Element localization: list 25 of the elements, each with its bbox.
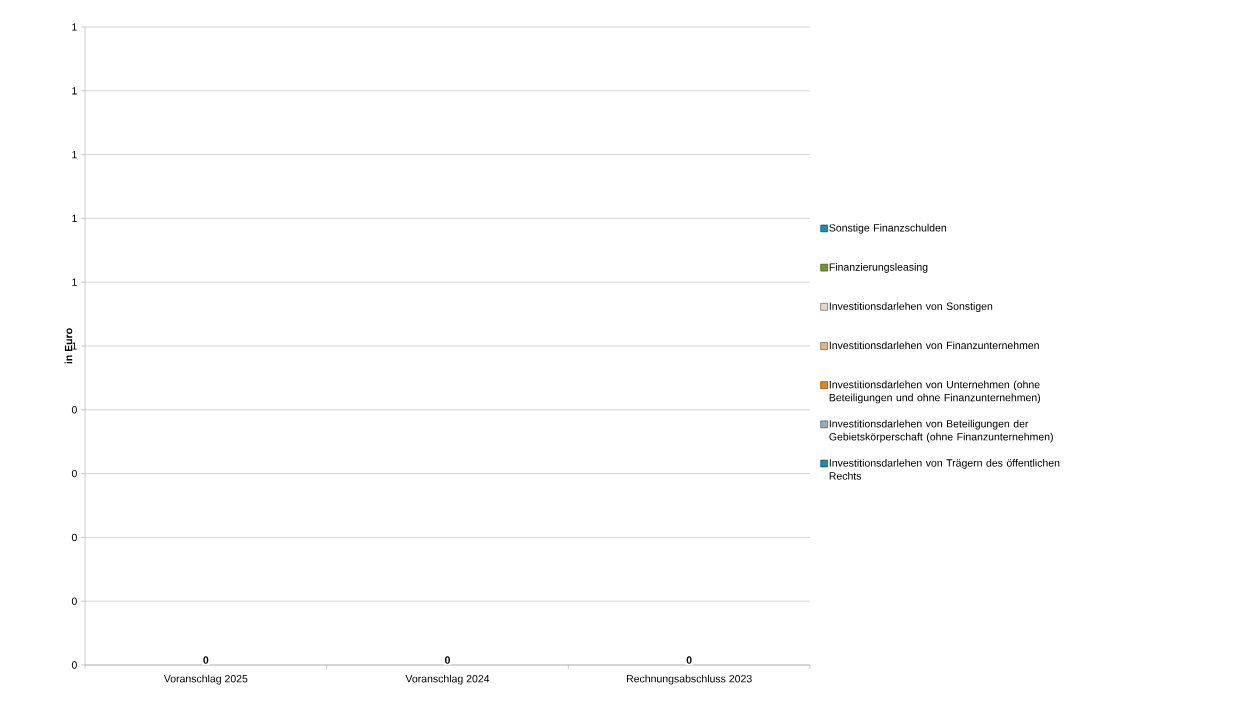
data-label: 0 bbox=[686, 656, 692, 664]
y-tick-label: 1 bbox=[72, 150, 77, 159]
legend-label: Investitionsdarlehen von Trägern des öffentlichen Rechts bbox=[829, 458, 1060, 480]
legend-label: Sonstige Finanzschulden bbox=[829, 223, 947, 234]
y-tick-label: 0 bbox=[71, 406, 77, 414]
y-tick-label: 0 bbox=[71, 533, 77, 542]
y-tick-label: 1 bbox=[72, 87, 77, 95]
y-tick-label: 0 bbox=[71, 469, 77, 478]
y-tick-label: 1 bbox=[72, 278, 77, 286]
y-axis-title: in Euro bbox=[64, 328, 73, 364]
x-tick-label: Rechnungsabschluss 2023 bbox=[626, 674, 752, 685]
legend-label: Investitionsdarlehen von Finanzunternehmen bbox=[829, 341, 1039, 350]
y-tick-label: 1 bbox=[72, 214, 77, 222]
legend-label: Investitionsdarlehen von Beteiligungen der Gebietskörperschaft (ohne Finanzunternehmen) bbox=[829, 419, 1053, 443]
x-tick-label: Voranschlag 2024 bbox=[405, 674, 490, 685]
data-label: 0 bbox=[445, 656, 450, 664]
legend-label: Investitionsdarlehen von Unternehmen (ohne Beteiligungen und ohne Finanzunternehmen) bbox=[829, 380, 1041, 404]
legend-label: Investitionsdarlehen von Sonstigen bbox=[829, 302, 993, 312]
data-label: 0 bbox=[203, 656, 209, 664]
y-tick-label: 1 bbox=[72, 23, 77, 31]
y-tick-label: 0 bbox=[71, 597, 77, 605]
y-tick-label: 0 bbox=[71, 661, 77, 669]
legend-label: Finanzierungsleasing bbox=[829, 263, 928, 273]
y-tick-label: 1 bbox=[72, 342, 77, 350]
x-tick-label: Voranschlag 2025 bbox=[163, 674, 248, 685]
